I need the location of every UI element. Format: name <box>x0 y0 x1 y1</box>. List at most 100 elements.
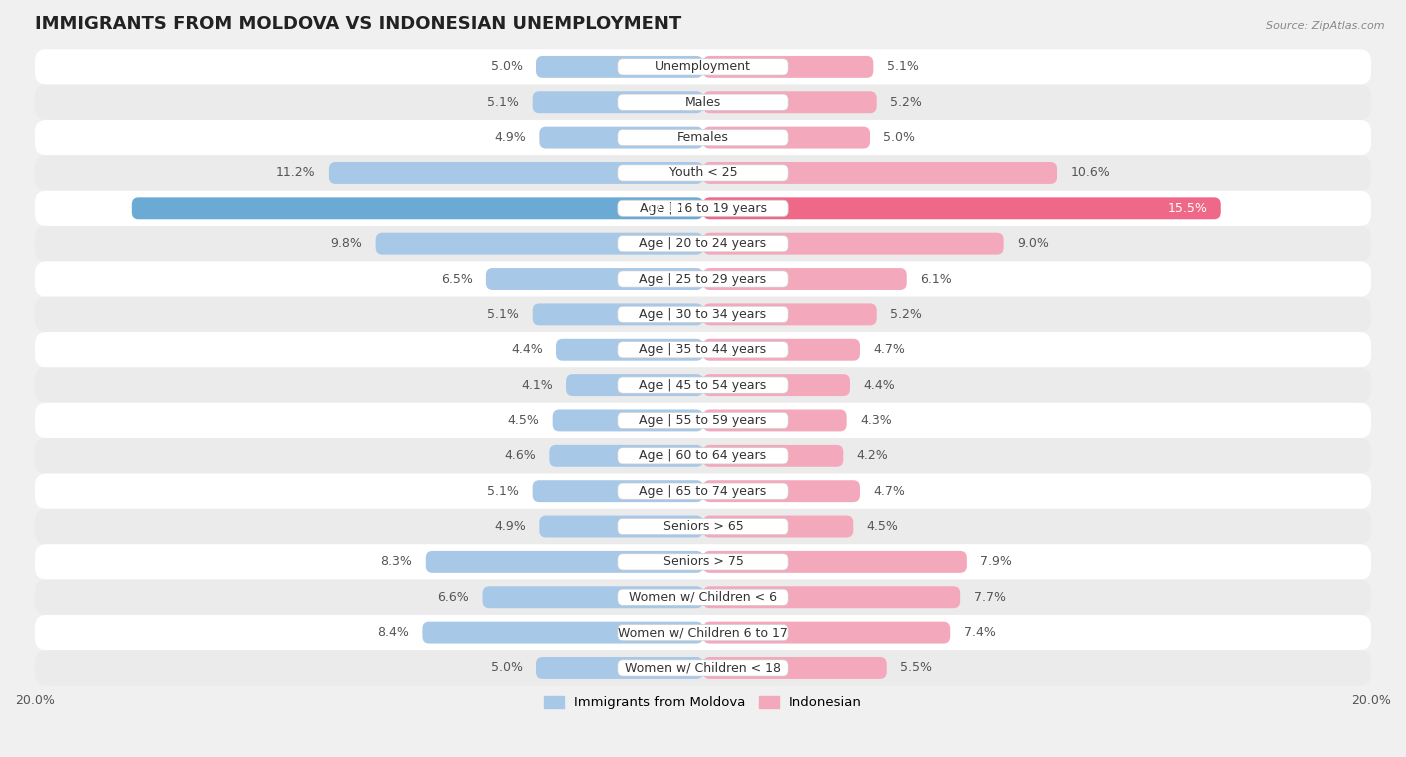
FancyBboxPatch shape <box>536 657 703 679</box>
Text: 6.6%: 6.6% <box>437 590 470 604</box>
FancyBboxPatch shape <box>329 162 703 184</box>
FancyBboxPatch shape <box>617 341 789 358</box>
Text: Seniors > 65: Seniors > 65 <box>662 520 744 533</box>
Text: Age | 25 to 29 years: Age | 25 to 29 years <box>640 273 766 285</box>
Text: 5.5%: 5.5% <box>900 662 932 674</box>
FancyBboxPatch shape <box>617 235 789 252</box>
Text: 9.8%: 9.8% <box>330 237 363 250</box>
Text: 4.2%: 4.2% <box>856 450 889 463</box>
Text: IMMIGRANTS FROM MOLDOVA VS INDONESIAN UNEMPLOYMENT: IMMIGRANTS FROM MOLDOVA VS INDONESIAN UN… <box>35 15 681 33</box>
FancyBboxPatch shape <box>35 155 1371 191</box>
FancyBboxPatch shape <box>703 516 853 537</box>
Text: 5.0%: 5.0% <box>883 131 915 144</box>
Text: 5.1%: 5.1% <box>488 308 519 321</box>
FancyBboxPatch shape <box>703 445 844 467</box>
FancyBboxPatch shape <box>555 339 703 360</box>
Text: 4.7%: 4.7% <box>873 343 905 357</box>
FancyBboxPatch shape <box>703 410 846 431</box>
Text: 4.4%: 4.4% <box>510 343 543 357</box>
FancyBboxPatch shape <box>703 374 851 396</box>
FancyBboxPatch shape <box>35 650 1371 686</box>
Text: Women w/ Children < 18: Women w/ Children < 18 <box>626 662 780 674</box>
FancyBboxPatch shape <box>617 447 789 464</box>
Text: 5.0%: 5.0% <box>491 61 523 73</box>
Text: Age | 55 to 59 years: Age | 55 to 59 years <box>640 414 766 427</box>
FancyBboxPatch shape <box>703 304 877 326</box>
Text: Age | 45 to 54 years: Age | 45 to 54 years <box>640 378 766 391</box>
FancyBboxPatch shape <box>35 544 1371 580</box>
Text: 4.5%: 4.5% <box>866 520 898 533</box>
FancyBboxPatch shape <box>703 339 860 360</box>
FancyBboxPatch shape <box>35 403 1371 438</box>
FancyBboxPatch shape <box>617 625 789 640</box>
Text: Females: Females <box>678 131 728 144</box>
FancyBboxPatch shape <box>482 586 703 608</box>
FancyBboxPatch shape <box>703 92 877 114</box>
FancyBboxPatch shape <box>703 56 873 78</box>
Text: 7.7%: 7.7% <box>973 590 1005 604</box>
FancyBboxPatch shape <box>617 94 789 111</box>
Text: 7.9%: 7.9% <box>980 556 1012 569</box>
Text: Women w/ Children 6 to 17: Women w/ Children 6 to 17 <box>619 626 787 639</box>
FancyBboxPatch shape <box>617 413 789 428</box>
FancyBboxPatch shape <box>35 438 1371 473</box>
FancyBboxPatch shape <box>533 304 703 326</box>
FancyBboxPatch shape <box>553 410 703 431</box>
Text: 4.9%: 4.9% <box>495 520 526 533</box>
Text: 5.0%: 5.0% <box>491 662 523 674</box>
FancyBboxPatch shape <box>703 232 1004 254</box>
FancyBboxPatch shape <box>617 377 789 393</box>
FancyBboxPatch shape <box>540 126 703 148</box>
Text: Women w/ Children < 6: Women w/ Children < 6 <box>628 590 778 604</box>
Text: Age | 65 to 74 years: Age | 65 to 74 years <box>640 484 766 497</box>
FancyBboxPatch shape <box>703 551 967 573</box>
Text: 10.6%: 10.6% <box>1070 167 1111 179</box>
Text: Age | 16 to 19 years: Age | 16 to 19 years <box>640 202 766 215</box>
FancyBboxPatch shape <box>617 307 789 322</box>
Text: 6.5%: 6.5% <box>440 273 472 285</box>
FancyBboxPatch shape <box>533 92 703 114</box>
Text: 4.1%: 4.1% <box>522 378 553 391</box>
Text: 6.1%: 6.1% <box>920 273 952 285</box>
FancyBboxPatch shape <box>617 589 789 606</box>
FancyBboxPatch shape <box>536 56 703 78</box>
FancyBboxPatch shape <box>35 261 1371 297</box>
Text: 9.0%: 9.0% <box>1017 237 1049 250</box>
FancyBboxPatch shape <box>35 615 1371 650</box>
FancyBboxPatch shape <box>35 85 1371 120</box>
Text: 4.7%: 4.7% <box>873 484 905 497</box>
FancyBboxPatch shape <box>617 660 789 676</box>
FancyBboxPatch shape <box>486 268 703 290</box>
Text: 4.9%: 4.9% <box>495 131 526 144</box>
Text: 7.4%: 7.4% <box>963 626 995 639</box>
Text: 11.2%: 11.2% <box>276 167 315 179</box>
FancyBboxPatch shape <box>617 271 789 287</box>
FancyBboxPatch shape <box>35 473 1371 509</box>
Text: 4.4%: 4.4% <box>863 378 896 391</box>
FancyBboxPatch shape <box>703 126 870 148</box>
Text: 8.3%: 8.3% <box>381 556 412 569</box>
Text: 5.2%: 5.2% <box>890 308 922 321</box>
FancyBboxPatch shape <box>426 551 703 573</box>
FancyBboxPatch shape <box>533 480 703 502</box>
Text: 8.4%: 8.4% <box>377 626 409 639</box>
FancyBboxPatch shape <box>35 297 1371 332</box>
Text: 5.1%: 5.1% <box>488 484 519 497</box>
FancyBboxPatch shape <box>35 332 1371 367</box>
Text: 4.5%: 4.5% <box>508 414 540 427</box>
FancyBboxPatch shape <box>617 519 789 534</box>
FancyBboxPatch shape <box>703 586 960 608</box>
Legend: Immigrants from Moldova, Indonesian: Immigrants from Moldova, Indonesian <box>538 691 868 715</box>
FancyBboxPatch shape <box>617 129 789 146</box>
FancyBboxPatch shape <box>375 232 703 254</box>
FancyBboxPatch shape <box>617 200 789 217</box>
FancyBboxPatch shape <box>617 59 789 75</box>
Text: 4.3%: 4.3% <box>860 414 891 427</box>
Text: Unemployment: Unemployment <box>655 61 751 73</box>
FancyBboxPatch shape <box>617 483 789 500</box>
Text: Age | 35 to 44 years: Age | 35 to 44 years <box>640 343 766 357</box>
Text: Age | 30 to 34 years: Age | 30 to 34 years <box>640 308 766 321</box>
FancyBboxPatch shape <box>567 374 703 396</box>
FancyBboxPatch shape <box>132 198 703 220</box>
Text: Source: ZipAtlas.com: Source: ZipAtlas.com <box>1267 21 1385 31</box>
